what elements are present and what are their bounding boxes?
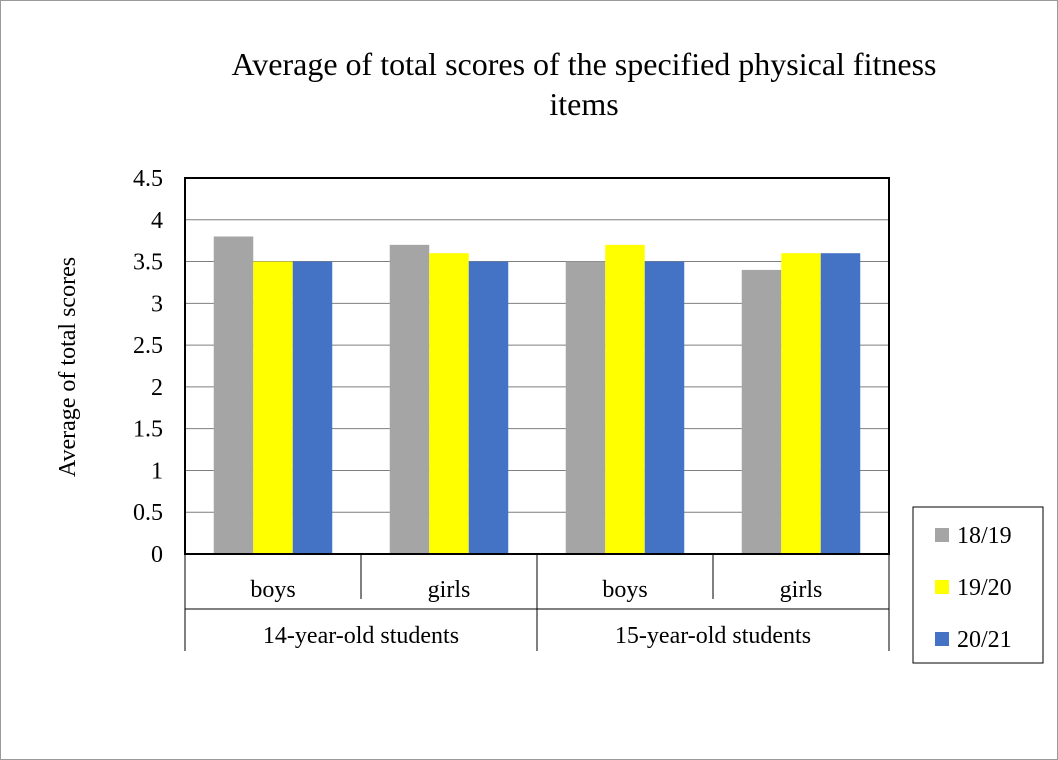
bar [253,261,293,554]
legend-label: 18/19 [957,523,1012,549]
y-tick-label: 4.5 [133,166,163,192]
bar [605,244,645,554]
bar [468,261,509,554]
bar [741,269,782,554]
y-tick-label: 1.5 [133,417,163,443]
bar [820,253,861,554]
bar [292,261,333,554]
legend: 18/19 19/20 20/21 [912,506,1044,664]
y-tick-label: 1 [151,458,163,484]
chart-title-line-2: items [549,86,618,122]
legend-swatch [935,580,949,594]
legend-swatch [935,528,949,542]
x-group-label: 15-year-old students [615,623,811,649]
legend-box [912,506,1044,664]
x-group-label: 14-year-old students [263,623,459,649]
x-axis: boys girls 14-year-old students boys girls 15… [184,554,890,651]
chart-title-line-1: Average of total scores of the specified… [232,46,937,82]
y-tick-label: 4 [151,208,163,234]
bar [644,261,685,554]
legend-swatch [935,632,949,646]
x-category-label: boys [250,577,295,603]
x-category-label: girls [780,577,823,603]
bars [213,236,861,554]
y-tick-label: 2 [151,375,163,401]
y-tick-label: 3.5 [133,250,163,276]
y-tick-label: 3 [151,291,163,317]
bar [213,236,254,554]
bar [781,253,821,554]
x-category-label: boys [602,577,647,603]
bar [389,244,430,554]
bar [565,261,606,554]
y-tick-labels: 0 0.5 1 1.5 2 2.5 3 3.5 4 4.5 [133,166,163,568]
y-axis-title: Average of total scores [55,257,81,477]
legend-label: 19/20 [957,575,1012,601]
y-tick-label: 0.5 [133,500,163,526]
legend-label: 20/21 [957,627,1012,653]
x-category-label: girls [428,577,471,603]
bar [429,253,469,554]
y-tick-label: 0 [151,542,163,568]
y-tick-label: 2.5 [133,333,163,359]
